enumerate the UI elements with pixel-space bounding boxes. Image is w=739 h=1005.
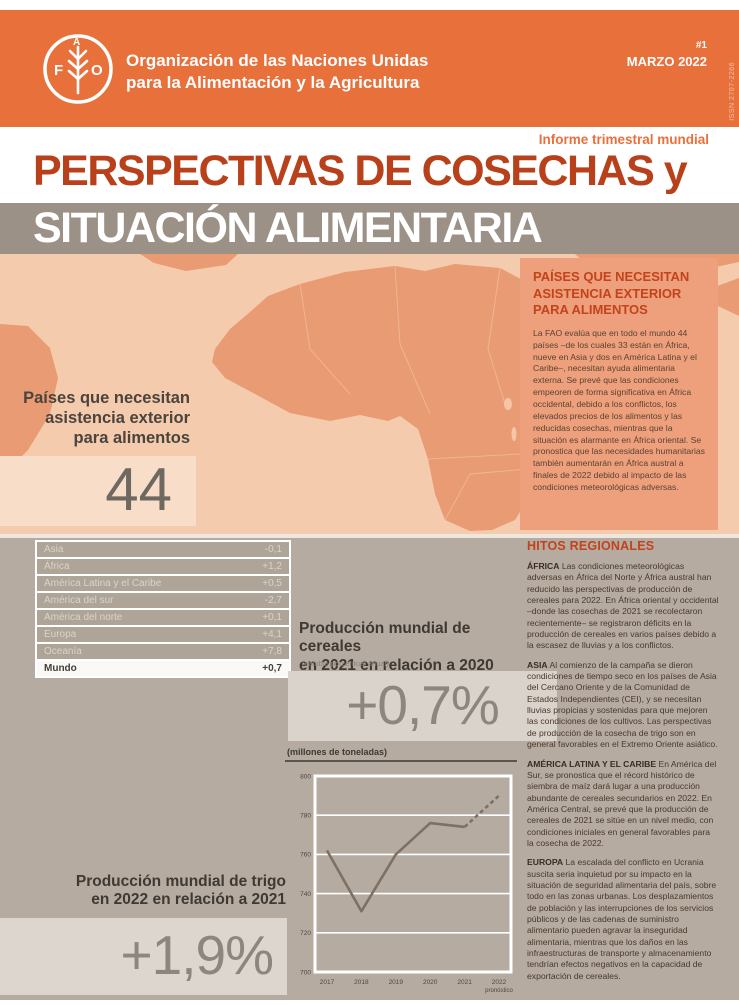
wheat-highlight-value: +1,9%	[120, 924, 274, 986]
table-row-value: +0,1	[262, 612, 282, 623]
cereal-highlight-title-line2: en 2021 en relación a 2020	[299, 656, 494, 674]
table-row: Asia -0,1	[37, 542, 289, 557]
table-row-region: Oceanía	[44, 646, 82, 657]
table-row-value: +0,5	[262, 578, 282, 589]
table-row: América del norte +0,1	[37, 610, 289, 625]
region-name: EUROPA	[527, 857, 564, 868]
issue-number: #1	[695, 40, 707, 51]
page-title-line2: SITUACIÓN ALIMENTARIA	[33, 204, 543, 252]
svg-text:2020: 2020	[423, 979, 438, 986]
table-row-value: +0,7	[262, 663, 282, 674]
svg-text:F: F	[54, 62, 63, 79]
org-name-line2: para la Alimentación y la Agricultura	[126, 73, 420, 93]
svg-text:760: 760	[300, 852, 311, 859]
svg-text:700: 700	[300, 969, 311, 976]
page-title-line1: PERSPECTIVAS DE COSECHAS y	[33, 147, 688, 195]
svg-text:800: 800	[300, 773, 311, 780]
table-row-value: +1,2	[262, 561, 282, 572]
regional-highlights: HITOS REGIONALES ÁFRICA Las condiciones …	[527, 539, 719, 982]
table-row-region: África	[44, 561, 70, 572]
section-divider	[0, 534, 739, 538]
table-row: Mundo +0,7	[37, 661, 289, 676]
table-row: América Latina y el Caribe +0,5	[37, 576, 289, 591]
regional-highlight-item: ÁFRICA Las condiciones meteorológicas ad…	[527, 561, 719, 652]
svg-text:2018: 2018	[354, 979, 369, 986]
regional-highlight-item: AMÉRICA LATINA Y EL CARIBE En América de…	[527, 759, 719, 850]
org-name: Organización de las Naciones Unidas para…	[126, 50, 428, 95]
table-row: África +1,2	[37, 559, 289, 574]
svg-text:A: A	[73, 37, 80, 48]
country-count-band: 44	[0, 456, 196, 526]
table-row-region: América del sur	[44, 595, 114, 606]
assistance-panel-body: La FAO evalúa que en todo el mundo 44 pa…	[533, 327, 705, 493]
cereal-highlight-title: Producción mundial de cereales en 2021 e…	[299, 620, 534, 675]
cereal-highlight-value: +0,7%	[346, 674, 499, 736]
table-row-region: América Latina y el Caribe	[44, 578, 162, 589]
region-name: ÁFRICA	[527, 561, 560, 571]
table-row-value: +7,8	[262, 646, 282, 657]
wheat-highlight-title: Producción mundial de trigo en 2022 en r…	[52, 873, 286, 910]
region-text: La escalada del conflicto en Ucrania sus…	[527, 857, 717, 981]
region-name: AMÉRICA LATINA Y EL CARIBE	[527, 758, 657, 769]
regional-highlights-heading: HITOS REGIONALES	[527, 539, 655, 553]
cereal-highlight-subtitle: (cambio porcentual anual)	[302, 659, 389, 668]
svg-text:(millones de toneladas): (millones de toneladas)	[287, 747, 387, 757]
map-label: Países que necesitan asistencia exterior…	[23, 389, 190, 448]
svg-text:720: 720	[300, 930, 311, 937]
table-row: Oceanía +7,8	[37, 644, 289, 659]
cereal-highlight-band: +0,7%	[288, 671, 557, 741]
table-row: Europa +4,1	[37, 627, 289, 642]
wheat-highlight-title-line2: en 2022 en relación a 2021	[91, 891, 286, 909]
issue-date: MARZO 2022	[626, 54, 707, 69]
table-row: América del sur -2,7	[37, 593, 289, 608]
svg-text:2017: 2017	[320, 979, 335, 986]
assistance-panel-heading: PAÍSES QUE NECESITAN ASISTENCIA EXTERIOR…	[533, 269, 690, 318]
regional-highlight-item: EUROPA La escalada del conflicto en Ucra…	[527, 857, 719, 982]
wheat-highlight-band: +1,9%	[0, 918, 287, 995]
cereal-production-table: Asia -0,1 África +1,2 América Latina y e…	[35, 540, 291, 678]
report-type-label: Informe trimestral mundial	[538, 132, 709, 147]
org-name-line1: Organización de las Naciones Unidas	[126, 51, 429, 70]
table-row-value: -2,7	[264, 595, 282, 606]
table-row-region: Mundo	[44, 663, 77, 674]
header-band: F A O Organización de las Naciones Unida…	[0, 10, 739, 127]
svg-text:780: 780	[300, 813, 311, 820]
svg-text:2021: 2021	[457, 979, 472, 986]
bottom-section: Asia -0,1 África +1,2 América Latina y e…	[0, 538, 739, 1000]
title-band: SITUACIÓN ALIMENTARIA	[0, 203, 739, 254]
table-row-value: +4,1	[262, 629, 282, 640]
table-row-region: América del norte	[44, 612, 123, 623]
country-count: 44	[105, 456, 172, 523]
table-row-region: Europa	[44, 629, 77, 640]
fao-logo-icon: F A O	[43, 34, 113, 104]
region-name: ASIA	[527, 659, 548, 670]
svg-text:pronóstico: pronóstico	[485, 988, 513, 994]
svg-text:O: O	[91, 62, 103, 79]
cereal-highlight-title-line1: Producción mundial de cereales	[299, 620, 471, 656]
wheat-highlight-title-line1: Producción mundial de trigo	[75, 873, 286, 890]
svg-text:740: 740	[300, 891, 311, 898]
table-row-value: -0,1	[264, 544, 282, 555]
svg-text:2019: 2019	[389, 979, 404, 986]
region-text: Al comienzo de la campaña se dieron cond…	[527, 659, 718, 750]
regional-highlights-list: ÁFRICA Las condiciones meteorológicas ad…	[527, 561, 719, 982]
wheat-production-chart: (millones de toneladas) 700 720 740 760 780 80…	[285, 744, 517, 1000]
region-text: Las condiciones meteorológicas adversas …	[527, 561, 719, 651]
table-row-region: Asia	[44, 544, 64, 555]
issn-label: ISSN 2707-2266	[729, 62, 736, 121]
svg-text:2022: 2022	[492, 979, 507, 986]
map-section: Países que necesitan asistencia exterior…	[0, 254, 739, 534]
assistance-panel: PAÍSES QUE NECESITAN ASISTENCIA EXTERIOR…	[520, 258, 718, 530]
regional-highlight-item: ASIA Al comienzo de la campaña se dieron…	[527, 660, 719, 751]
region-text: En América del Sur, se pronostica que el…	[527, 758, 717, 848]
